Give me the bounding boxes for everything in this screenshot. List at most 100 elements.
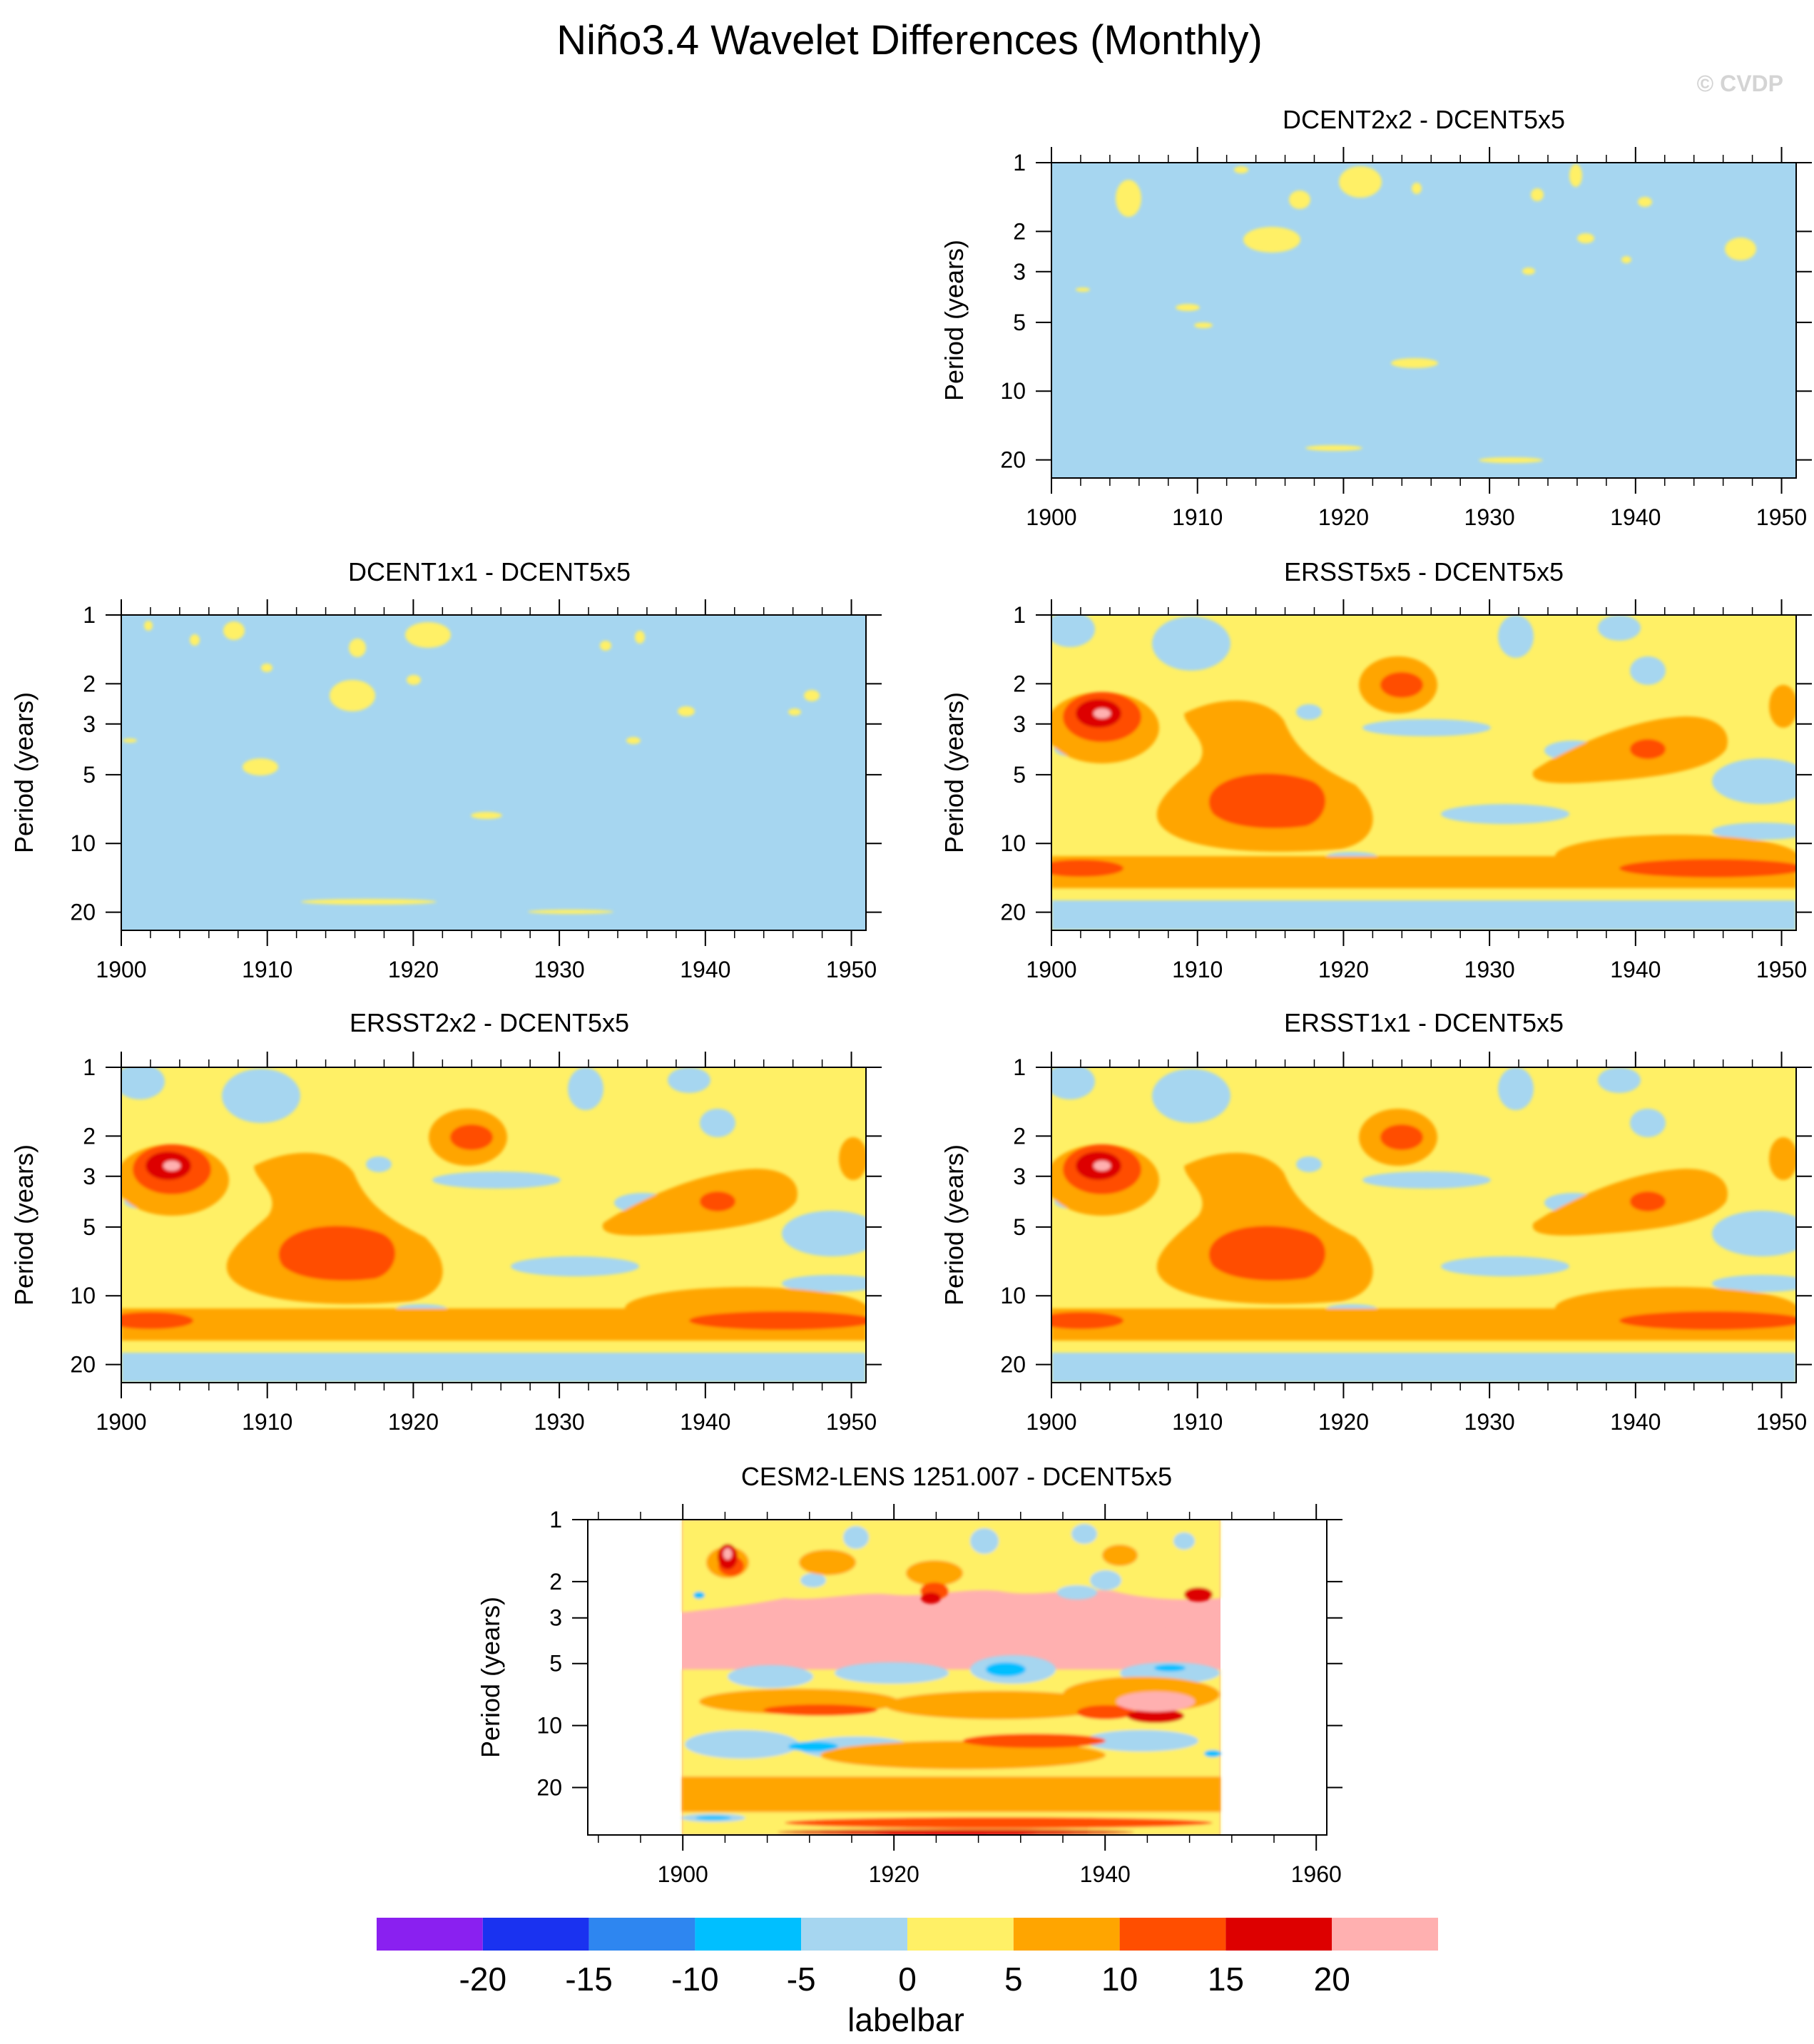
- contour-blob: [1102, 1545, 1138, 1566]
- plot-border: [1051, 1067, 1797, 1383]
- contour-blob: [1598, 1067, 1641, 1093]
- contour-field: [121, 615, 866, 930]
- contour-blob: [1712, 758, 1796, 804]
- contour-blob: [278, 1226, 396, 1281]
- y-tick-label: 20: [1000, 900, 1026, 925]
- contour-blob: [405, 622, 451, 648]
- panel-title: ERSST2x2 - DCENT5x5: [350, 1008, 629, 1037]
- contour-blob: [1094, 1161, 1111, 1171]
- contour-blob: [799, 1550, 856, 1575]
- y-tick-label: 10: [1000, 1283, 1026, 1308]
- panel-dcent2x2: DCENT2x2 - DCENT5x5: [939, 105, 1812, 530]
- contour-blob: [123, 738, 137, 743]
- y-axis-label: Period (years): [9, 692, 39, 853]
- colorbar-swatch: [695, 1918, 802, 1951]
- y-tick-label: 3: [1013, 711, 1026, 737]
- x-tick-label: 1920: [1318, 504, 1369, 530]
- y-tick-label: 3: [83, 1164, 96, 1189]
- x-tick-label: 1940: [1610, 957, 1661, 982]
- contour-blob: [261, 663, 272, 672]
- contour-blob: [695, 1816, 731, 1820]
- contour-blob: [243, 758, 278, 776]
- x-tick-label: 1950: [1756, 957, 1807, 982]
- contour-blob: [1194, 322, 1213, 328]
- plot-border: [121, 614, 867, 931]
- contour-blob: [1522, 268, 1535, 275]
- contour-blob: [1071, 1524, 1097, 1544]
- contour-field: [1051, 1067, 1796, 1383]
- colorbar-swatch: [1119, 1918, 1226, 1951]
- colorbar-tick-label: -20: [459, 1961, 506, 1998]
- y-tick-label: 5: [1013, 1214, 1026, 1240]
- contour-blob: [1712, 1275, 1796, 1292]
- x-tick-label: 1920: [388, 957, 439, 982]
- contour-blob: [1084, 1730, 1198, 1751]
- contour-blob: [785, 1817, 1213, 1829]
- panel-title: ERSST1x1 - DCENT5x5: [1284, 1008, 1564, 1037]
- contour-blob: [121, 1312, 193, 1329]
- x-tick-label: 1940: [680, 1409, 730, 1435]
- x-tick-label: 1920: [869, 1861, 919, 1887]
- y-tick-label: 1: [83, 1054, 96, 1080]
- contour-blob: [1391, 358, 1438, 368]
- contour-blob: [1090, 1570, 1121, 1590]
- y-tick-label: 20: [70, 900, 96, 925]
- y-tick-label: 5: [1013, 762, 1026, 788]
- contour-blob: [1116, 1692, 1195, 1712]
- x-tick-label: 1940: [1610, 1409, 1661, 1435]
- contour-blob: [1412, 183, 1422, 194]
- panel-title: DCENT2x2 - DCENT5x5: [1283, 105, 1565, 134]
- x-tick-label: 1940: [1610, 504, 1661, 530]
- x-tick-label: 1940: [1080, 1861, 1131, 1887]
- x-tick-label: 1900: [96, 957, 146, 982]
- x-tick-label: 1930: [1464, 1409, 1515, 1435]
- contour-blob: [144, 621, 153, 631]
- contour-blob: [450, 1124, 493, 1150]
- panel-title: DCENT1x1 - DCENT5x5: [348, 557, 631, 586]
- contour-blob: [1441, 1256, 1569, 1276]
- x-tick-label: 1910: [1172, 957, 1223, 982]
- x-tick-label: 1920: [1318, 957, 1369, 982]
- y-tick-label: 1: [1013, 150, 1026, 176]
- colorbar-tick-label: -15: [565, 1961, 612, 1998]
- contour-blob: [1380, 1124, 1423, 1150]
- contour-blob: [700, 1191, 735, 1211]
- panel-dcent1x1: DCENT1x1 - DCENT5x5: [9, 557, 882, 982]
- y-tick-label: 3: [549, 1605, 562, 1631]
- x-tick-label: 1930: [1464, 957, 1515, 982]
- panel-cesm2-lens: CESM2-LENS 1251.007 - DCENT5x5: [476, 1462, 1342, 1887]
- contour-blob: [635, 631, 645, 644]
- x-tick-label: 1930: [534, 957, 585, 982]
- y-tick-label: 10: [1000, 830, 1026, 856]
- contour-blob: [1184, 1587, 1213, 1602]
- contour-blob: [1712, 1211, 1796, 1256]
- contour-blob: [1339, 166, 1382, 198]
- contour-band: [121, 1353, 866, 1383]
- contour-blob: [1630, 1191, 1666, 1211]
- contour-blob: [1619, 859, 1796, 878]
- contour-blob: [121, 1067, 165, 1099]
- contour-blob: [223, 621, 245, 640]
- colorbar-swatch: [377, 1918, 483, 1951]
- contour-blob: [1531, 188, 1544, 201]
- contour-blob: [1116, 180, 1141, 217]
- colorbar-tick-label: 15: [1208, 1961, 1244, 1998]
- x-tick-label: 1960: [1291, 1861, 1342, 1887]
- contour-blob: [782, 1211, 866, 1256]
- contour-blob: [1243, 227, 1300, 253]
- contour-band: [1051, 1353, 1796, 1383]
- x-tick-label: 1950: [826, 957, 877, 982]
- y-tick-label: 1: [83, 602, 96, 628]
- colorbar-swatch: [1013, 1918, 1120, 1951]
- y-tick-label: 20: [536, 1774, 562, 1800]
- y-tick-label: 2: [549, 1569, 562, 1595]
- colorbar-swatch: [1226, 1918, 1333, 1951]
- x-tick-label: 1950: [1756, 1409, 1807, 1435]
- y-tick-label: 1: [1013, 1054, 1026, 1080]
- panel-ersst2x2: ERSST2x2 - DCENT5x5: [9, 1008, 882, 1435]
- contour-blob: [693, 1592, 705, 1599]
- y-tick-label: 20: [70, 1352, 96, 1378]
- contour-blob: [728, 1665, 813, 1688]
- contour-blob: [1296, 704, 1322, 720]
